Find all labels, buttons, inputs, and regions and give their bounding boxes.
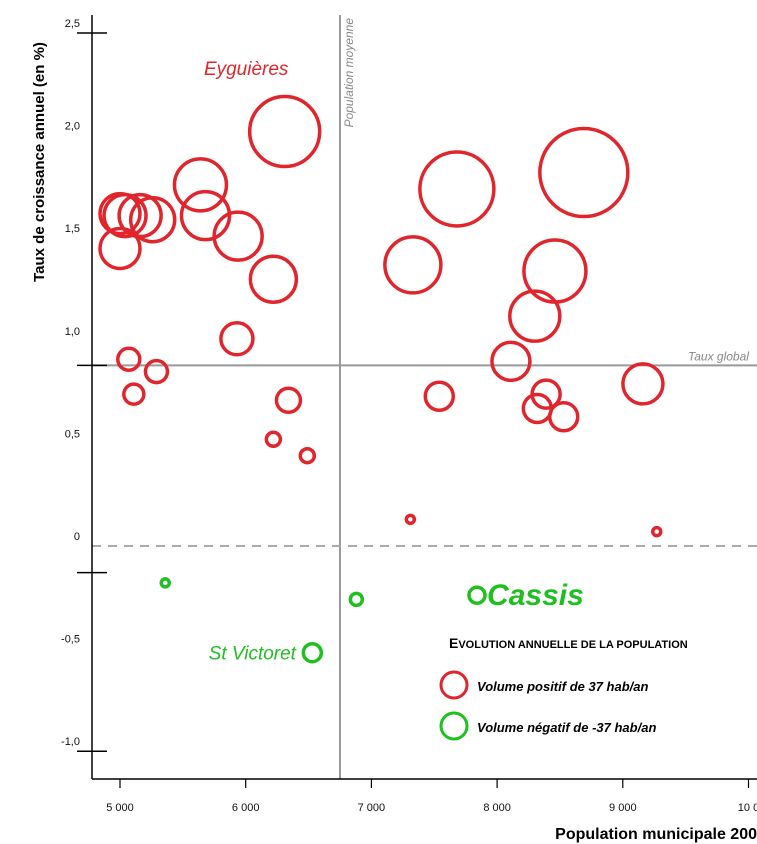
legend-positive-label: Volume positif de 37 hab/an bbox=[477, 679, 648, 694]
x-tick-label: 5 000 bbox=[106, 802, 134, 814]
mean-population-label: Population moyenne bbox=[342, 18, 356, 128]
data-point-bubble bbox=[423, 380, 456, 412]
data-point-bubble bbox=[538, 126, 630, 219]
x-tick-label: 8 000 bbox=[483, 802, 511, 814]
data-point-bubble bbox=[508, 289, 562, 343]
x-tick-label: 9 000 bbox=[609, 802, 637, 814]
data-point-bubble bbox=[122, 382, 146, 406]
data-point-bubble bbox=[298, 446, 317, 465]
data-point-bubble bbox=[404, 513, 417, 526]
legend-title-first: E bbox=[449, 635, 458, 651]
x-tick-label: 6 000 bbox=[232, 802, 260, 814]
y-tick-label: -1,0 bbox=[61, 736, 80, 748]
data-point-bubble bbox=[143, 358, 170, 385]
annotation-label: St Victoret bbox=[209, 644, 297, 665]
x-tick-label: 7 000 bbox=[358, 802, 386, 814]
data-point-bubble bbox=[274, 386, 303, 415]
data-point-bubble bbox=[102, 192, 148, 239]
x-axis-title: Population municipale 200 bbox=[555, 826, 757, 843]
y-axis-title: Taux de croissance annuel (en %) bbox=[31, 42, 48, 282]
y-tick-label: 1,5 bbox=[65, 223, 80, 235]
y-tick-label: 2,0 bbox=[65, 121, 80, 133]
data-point-bubble bbox=[418, 150, 496, 228]
data-point-bubble bbox=[467, 585, 487, 605]
annotations: Eyguières Cassis St Victoret bbox=[204, 59, 584, 665]
data-point-bubble bbox=[621, 362, 665, 406]
annotation-label: Eyguières bbox=[204, 59, 289, 80]
data-point-bubble bbox=[212, 210, 264, 262]
data-point-bubble bbox=[172, 157, 229, 213]
data-point-bubble bbox=[264, 430, 283, 449]
legend: EVOLUTION ANNUELLE DE LA POPULATION Volu… bbox=[419, 619, 757, 747]
data-point-bubble bbox=[98, 226, 142, 271]
legend-title-rest: VOLUTION ANNUELLE DE LA POPULATION bbox=[458, 639, 687, 651]
data-points bbox=[98, 94, 665, 664]
legend-positive-swatch bbox=[439, 670, 469, 700]
data-point-bubble bbox=[547, 400, 580, 433]
data-point-bubble bbox=[650, 525, 663, 538]
axes: 2,5 2,0 1,5 1,0 0,5 0 -0,5 -1,0 5 000 6 000 7 000 8… bbox=[61, 15, 757, 814]
legend-negative-swatch bbox=[439, 711, 469, 741]
data-point-bubble bbox=[179, 189, 232, 242]
y-tick-label: 1,0 bbox=[65, 326, 80, 338]
y-tick-label: -0,5 bbox=[61, 634, 80, 646]
y-tick-label: 0 bbox=[74, 531, 80, 543]
y-tick-label: 2,5 bbox=[65, 18, 80, 30]
data-point-bubble bbox=[247, 94, 322, 169]
data-point-bubble bbox=[301, 641, 324, 664]
data-point-bubble bbox=[219, 320, 255, 357]
data-point-bubble bbox=[490, 340, 532, 383]
data-point-bubble bbox=[128, 195, 177, 244]
x-tick-label: 10 0 bbox=[738, 802, 757, 814]
legend-box bbox=[419, 619, 757, 747]
data-point-bubble bbox=[383, 235, 443, 295]
global-rate-label: Taux global bbox=[688, 349, 749, 363]
data-point-bubble bbox=[248, 254, 299, 304]
legend-title: EVOLUTION ANNUELLE DE LA POPULATION bbox=[449, 635, 688, 651]
data-point-bubble bbox=[159, 577, 172, 589]
data-point-bubble bbox=[348, 591, 365, 608]
annotation-label: Cassis bbox=[487, 579, 584, 612]
data-point-bubble bbox=[116, 346, 142, 373]
y-tick-label: 0,5 bbox=[65, 428, 80, 440]
legend-negative-label: Volume négatif de -37 hab/an bbox=[477, 720, 656, 735]
